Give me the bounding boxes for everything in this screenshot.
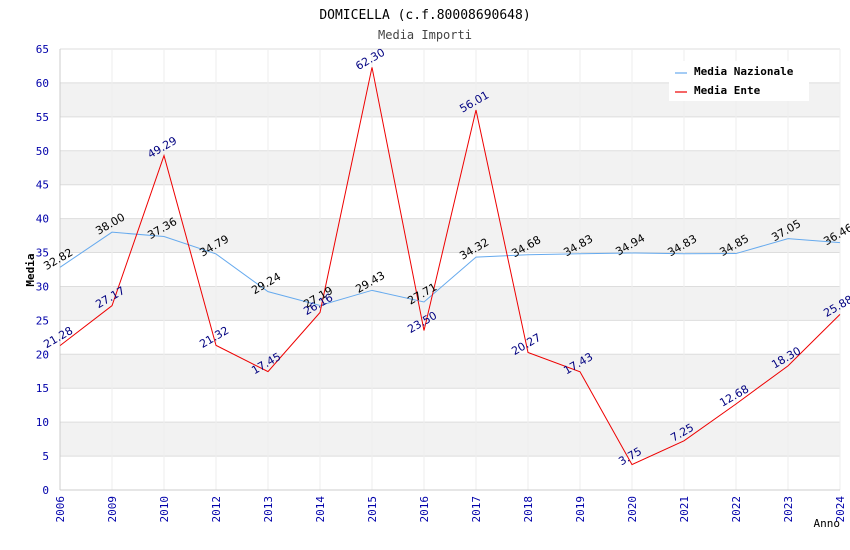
y-tick-label: 10: [36, 416, 49, 429]
y-tick-label: 0: [42, 484, 49, 497]
x-tick-label: 2017: [470, 496, 483, 523]
x-tick-label: 2019: [574, 496, 587, 523]
x-tick-label: 2018: [522, 496, 535, 523]
y-tick-label: 50: [36, 145, 49, 158]
legend-label-media-ente: Media Ente: [694, 84, 761, 97]
y-tick-label: 30: [36, 280, 49, 293]
data-label-media-ente: 21.32: [197, 324, 231, 351]
legend: Media Nazionale Media Ente: [669, 61, 809, 101]
x-tick-label: 2023: [782, 496, 795, 523]
series-line-media-ente: [59, 67, 841, 466]
x-tick-label: 2010: [158, 496, 171, 523]
x-tick-label: 2009: [106, 496, 119, 523]
y-tick-label: 25: [36, 314, 49, 327]
y-tick-label: 20: [36, 348, 49, 361]
x-tick-label: 2022: [730, 496, 743, 523]
grid-lines: [59, 48, 841, 491]
x-tick-label: 2020: [626, 496, 639, 523]
y-tick-label: 5: [42, 450, 49, 463]
y-tick-label: 60: [36, 77, 49, 90]
x-tick-label: 2014: [314, 496, 327, 523]
x-tick-label: 2021: [678, 496, 691, 523]
y-tick-label: 45: [36, 179, 49, 192]
x-tick-label: 2015: [366, 496, 379, 523]
data-label-media-ente: 62.30: [353, 46, 387, 73]
x-axis-label: Anno: [814, 517, 841, 530]
y-tick-label: 35: [36, 247, 49, 260]
chart-subtitle: Media Importi: [378, 28, 472, 42]
x-tick-label: 2016: [418, 496, 431, 523]
y-tick-label: 40: [36, 213, 49, 226]
x-tick-label: 2006: [54, 496, 67, 523]
y-axis-label: Media: [24, 253, 37, 286]
y-tick-label: 65: [36, 43, 49, 56]
x-axis-ticks: 2006 2009 2010 2012 2013 2014 2015 2016 2017 2018…: [54, 496, 847, 523]
data-label-media-ente: 21.28: [41, 324, 75, 351]
y-axis-ticks: 0 5 10 15 20 25 30 35 40 45 50 55 60 65: [36, 43, 49, 497]
grid-band: [60, 150, 840, 185]
series-lines: [59, 67, 841, 466]
grid-band: [60, 354, 840, 389]
series-line-media-nazionale: [59, 231, 841, 307]
grid-band: [60, 218, 840, 253]
grid-band: [60, 422, 840, 457]
x-tick-label: 2013: [262, 496, 275, 523]
x-tick-label: 2024: [834, 496, 847, 523]
legend-box: [669, 61, 809, 101]
legend-label-media-nazionale: Media Nazionale: [694, 65, 794, 78]
x-tick-label: 2012: [210, 496, 223, 523]
y-tick-label: 55: [36, 111, 49, 124]
y-tick-label: 15: [36, 382, 49, 395]
chart-title: DOMICELLA (c.f.80008690648): [319, 8, 530, 23]
grid-band: [60, 286, 840, 321]
